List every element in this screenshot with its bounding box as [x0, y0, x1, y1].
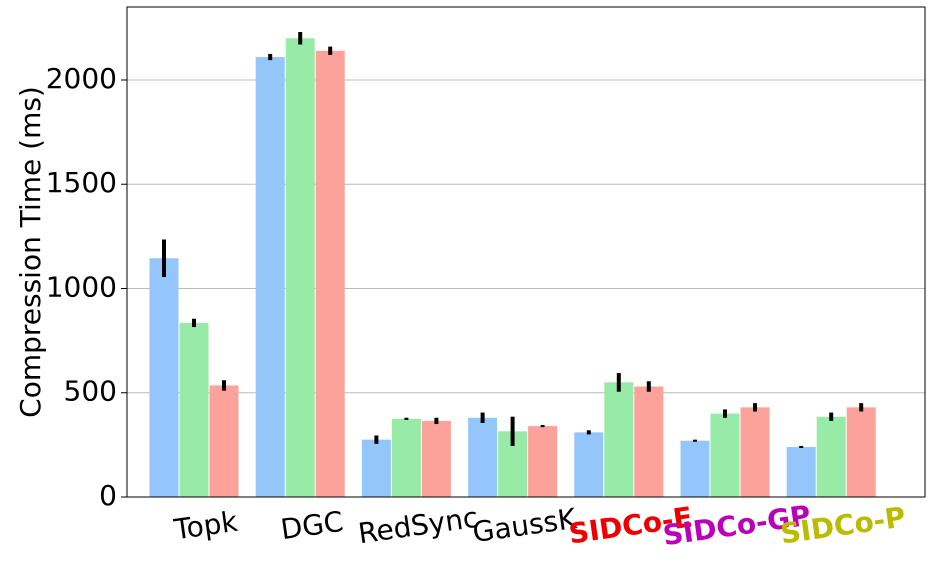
bar [391, 418, 421, 497]
y-tick-label: 0 [99, 479, 117, 512]
x-tick-label: RedSync [356, 501, 480, 550]
bar [634, 386, 664, 497]
x-tick-label: DGC [279, 505, 346, 546]
bar [149, 258, 179, 497]
bar [468, 417, 498, 497]
y-tick-label: 2000 [46, 62, 117, 95]
bar [315, 50, 345, 498]
bar [285, 38, 315, 497]
y-tick-label: 1500 [46, 166, 117, 199]
plot-frame [126, 6, 926, 498]
bar [680, 440, 710, 497]
x-tick-label: Topk [171, 505, 240, 547]
bar [209, 385, 239, 497]
y-tick-label: 1000 [46, 270, 117, 303]
bar [710, 413, 740, 497]
bar [528, 426, 558, 497]
bar [604, 382, 634, 497]
bar [421, 420, 451, 497]
bar [740, 407, 770, 497]
bar [179, 322, 209, 497]
bar [255, 57, 285, 498]
bar [816, 416, 846, 497]
x-tick-label: GaussK [471, 502, 579, 549]
bar [361, 439, 391, 497]
bar [574, 432, 604, 497]
y-tick-label: 500 [64, 375, 117, 408]
bar [846, 407, 876, 497]
bar [786, 446, 816, 497]
y-axis-label: Compression Time (ms) [14, 86, 47, 418]
